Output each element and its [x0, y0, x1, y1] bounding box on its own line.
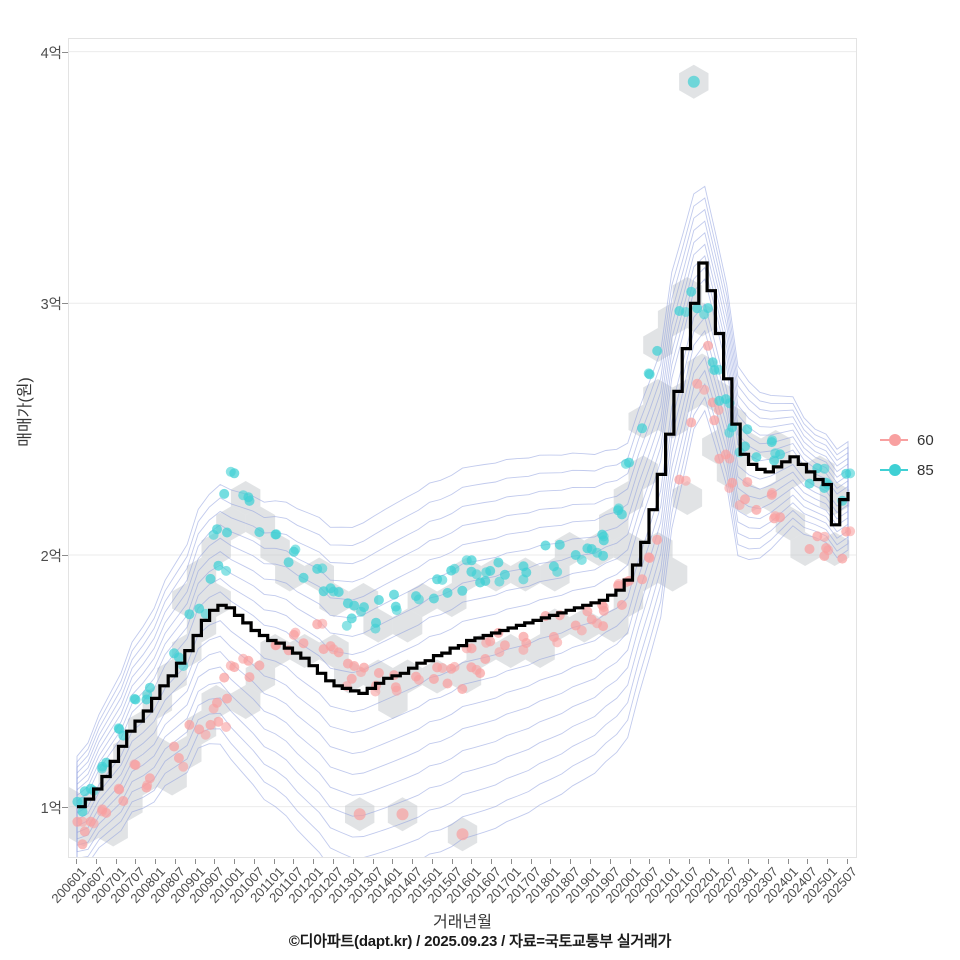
x-tick-mark — [807, 859, 809, 864]
y-axis-title: 매매가(원) — [17, 377, 34, 447]
x-tick-mark — [767, 859, 769, 864]
y-tick-label: 1억 — [40, 800, 62, 817]
x-tick-mark — [194, 859, 196, 864]
x-tick-mark — [392, 859, 394, 864]
x-tick-mark — [115, 859, 117, 864]
legend-key-60-icon — [880, 426, 908, 454]
x-tick-mark — [412, 859, 414, 864]
x-tick-mark — [708, 859, 710, 864]
x-tick-mark — [155, 859, 157, 864]
x-tick-mark — [372, 859, 374, 864]
x-tick-mark — [135, 859, 137, 864]
x-tick-mark — [688, 859, 690, 864]
x-tick-mark — [748, 859, 750, 864]
legend-label-85: 85 — [917, 461, 934, 479]
legend-item-85[interactable]: 85 — [880, 455, 960, 485]
x-tick-mark — [76, 859, 77, 864]
x-tick-mark — [787, 859, 789, 864]
median-step-line — [77, 261, 850, 809]
y-tick-mark — [62, 303, 68, 305]
plot-panel — [68, 38, 857, 858]
legend-key-85-icon — [880, 456, 908, 484]
x-tick-mark — [590, 859, 591, 864]
x-axis-title: 거래년월 — [433, 914, 492, 931]
x-tick-mark — [827, 859, 829, 864]
x-tick-mark — [333, 859, 334, 864]
legend-label-60: 60 — [917, 431, 934, 449]
y-tick-mark — [62, 806, 68, 808]
x-tick-mark — [649, 859, 651, 864]
x-tick-mark — [431, 859, 433, 864]
x-tick-mark — [293, 859, 295, 864]
gridlines — [69, 51, 856, 808]
x-tick-mark — [530, 859, 532, 864]
x-tick-mark — [847, 859, 848, 864]
outlier-points — [353, 75, 700, 841]
x-tick-mark — [550, 859, 552, 864]
x-tick-mark — [609, 859, 611, 864]
x-tick-mark — [451, 859, 453, 864]
x-tick-mark — [95, 859, 97, 864]
y-tick-mark — [62, 554, 68, 556]
x-axis-tick-marks — [0, 859, 960, 865]
plot-canvas — [69, 51, 856, 857]
y-tick-label: 2억 — [40, 548, 62, 565]
x-tick-mark — [253, 859, 255, 864]
x-tick-mark — [728, 859, 730, 864]
y-tick-label: 3억 — [40, 297, 62, 314]
y-tick-label: 4억 — [40, 45, 62, 62]
x-tick-mark — [629, 859, 631, 864]
series-points-60 — [72, 340, 856, 850]
legend: 60 85 — [880, 425, 960, 485]
x-tick-mark — [273, 859, 275, 864]
x-tick-mark — [352, 859, 354, 864]
x-tick-mark — [491, 859, 493, 864]
x-tick-mark — [313, 859, 315, 864]
x-tick-mark — [471, 859, 473, 864]
x-tick-mark — [214, 859, 216, 864]
x-tick-mark — [669, 859, 671, 864]
density-contours — [76, 185, 849, 857]
x-tick-mark — [510, 859, 512, 864]
x-tick-mark — [234, 859, 236, 864]
y-tick-mark — [62, 51, 68, 53]
y-axis-ticks: 1억 2억 3억 4억 — [0, 0, 62, 960]
x-tick-mark — [174, 859, 176, 864]
legend-item-60[interactable]: 60 — [880, 425, 960, 455]
footer-credit: ©디아파트(dapt.kr) / 2025.09.23 / 자료=국토교통부 실… — [288, 933, 672, 950]
x-tick-mark — [570, 859, 572, 864]
